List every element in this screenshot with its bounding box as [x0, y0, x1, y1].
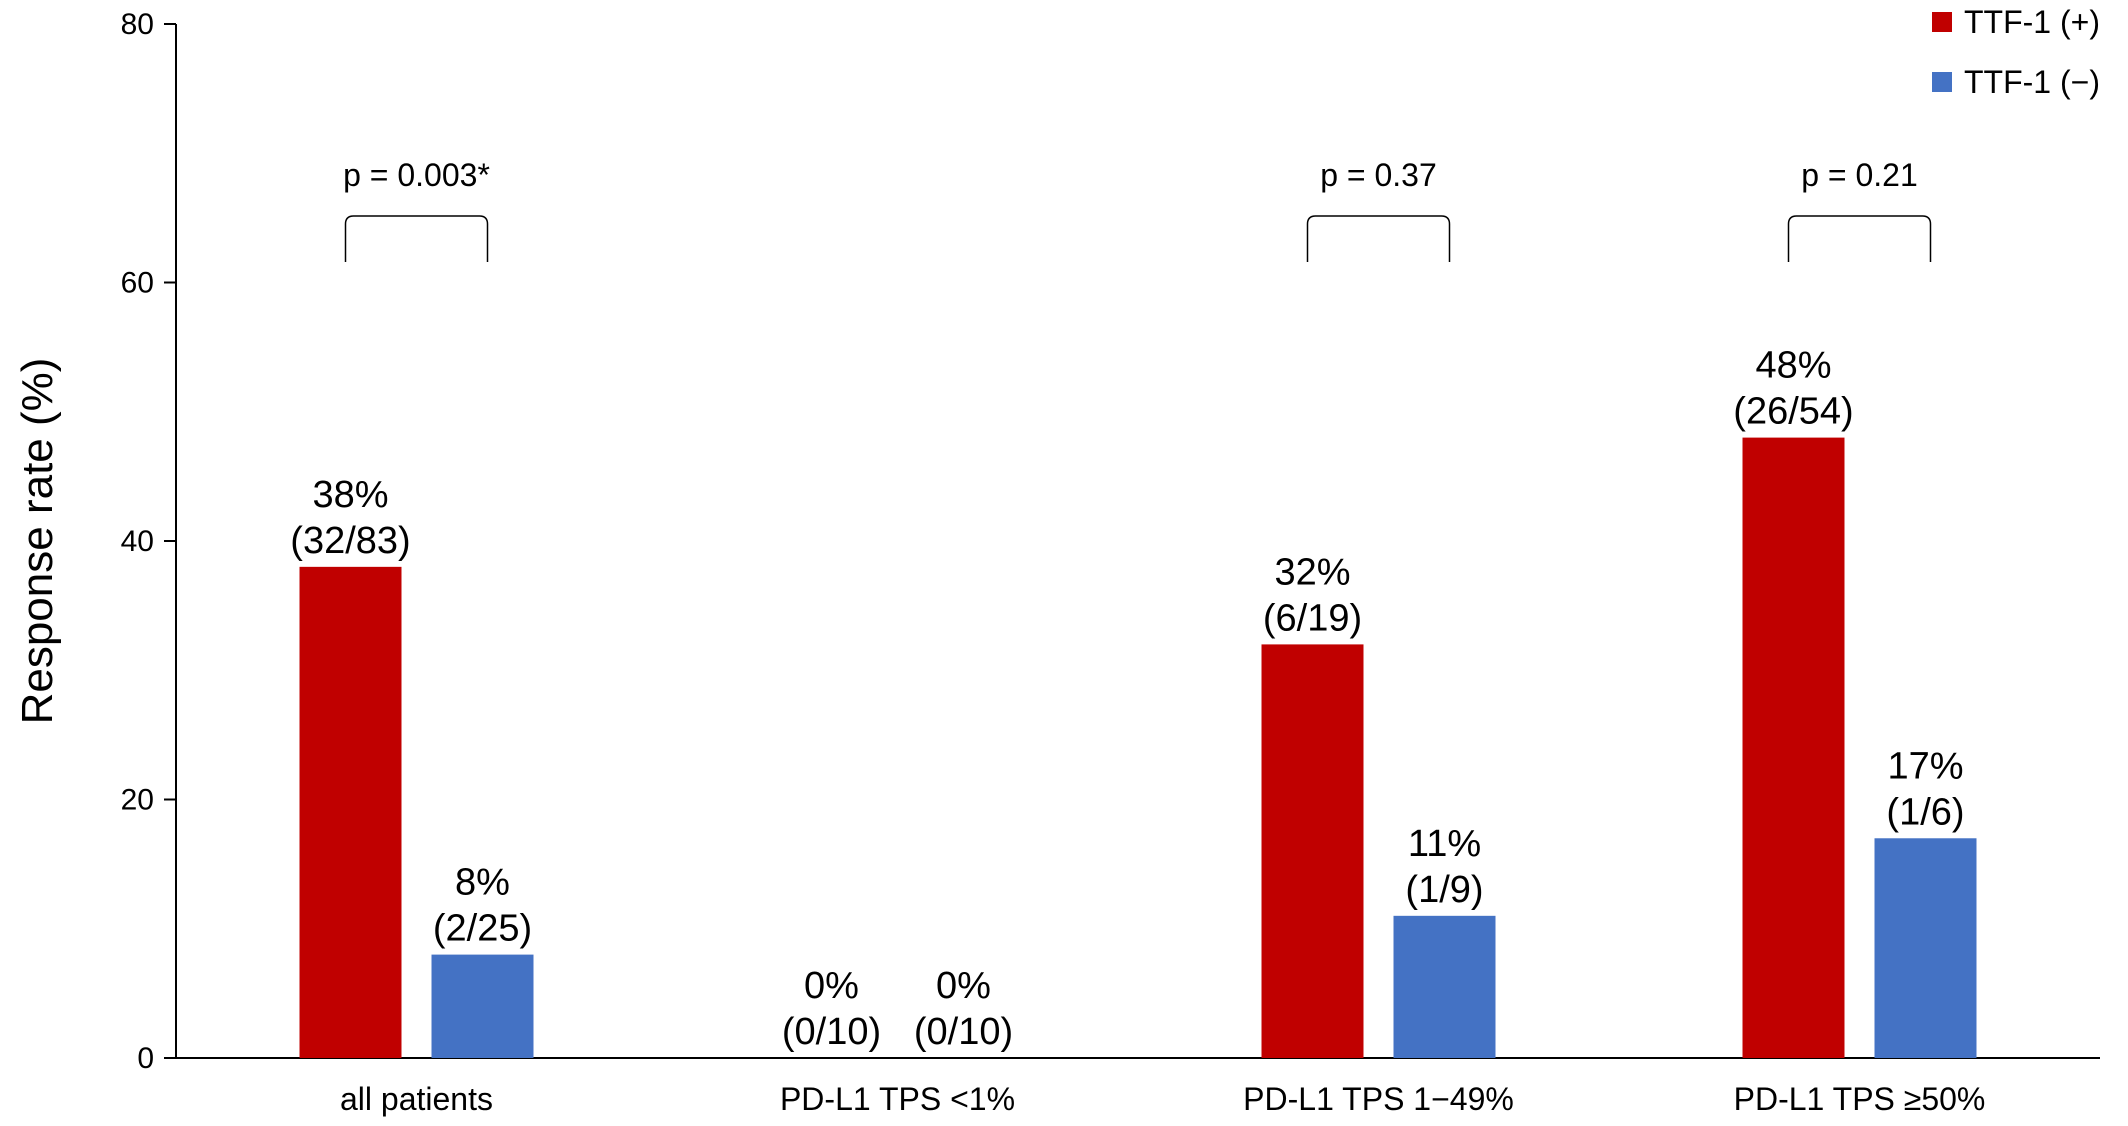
data-label-percent: 48%	[1755, 345, 1831, 387]
significance-bracket	[344, 215, 489, 262]
data-label-count: (2/25)	[433, 908, 532, 950]
significance-brackets: p = 0.003* p = 0.37 p = 0.21	[343, 157, 1932, 262]
category-labels: all patients PD-L1 TPS <1% PD-L1 TPS 1−49%…	[340, 1081, 1985, 1117]
data-label-percent: 0%	[936, 965, 991, 1007]
data-label-percent: 0%	[804, 965, 859, 1007]
bar	[1261, 644, 1364, 1058]
y-axis-title: Response rate (%)	[13, 358, 62, 725]
data-label-count: (0/10)	[914, 1011, 1013, 1053]
y-tick-label: 60	[121, 267, 154, 300]
data-label-count: (26/54)	[1733, 391, 1853, 433]
data-label-count: (0/10)	[782, 1011, 881, 1053]
y-axis-ticks: 0 20 40 60 80	[121, 8, 176, 1075]
category-label: all patients	[340, 1081, 493, 1117]
bar	[431, 954, 534, 1058]
bars	[299, 437, 1977, 1059]
bar	[1393, 915, 1496, 1058]
bar	[1874, 838, 1977, 1058]
data-label-percent: 11%	[1408, 823, 1481, 865]
y-tick-label: 0	[137, 1042, 154, 1075]
legend-swatch	[1932, 12, 1952, 32]
y-tick-label: 40	[121, 525, 154, 558]
data-label-count: (1/9)	[1405, 869, 1483, 911]
p-value-label: p = 0.37	[1320, 157, 1437, 193]
significance-bracket	[1787, 215, 1932, 262]
category-label: PD-L1 TPS ≥50%	[1734, 1081, 1986, 1117]
significance-bracket	[1306, 215, 1451, 262]
p-value-label: p = 0.21	[1801, 157, 1918, 193]
bar	[299, 566, 402, 1058]
legend-label: TTF-1 (+)	[1964, 4, 2100, 40]
data-label-count: (6/19)	[1263, 597, 1362, 639]
data-label-count: (1/6)	[1886, 791, 1964, 833]
bar	[1742, 437, 1845, 1059]
y-tick-label: 80	[121, 8, 154, 41]
y-tick-label: 20	[121, 784, 154, 817]
category-label: PD-L1 TPS 1−49%	[1243, 1081, 1514, 1117]
legend-label: TTF-1 (−)	[1964, 64, 2100, 100]
data-label-count: (32/83)	[290, 520, 410, 562]
data-label-percent: 8%	[455, 862, 510, 904]
data-label-percent: 38%	[312, 474, 388, 516]
legend-swatch	[1932, 72, 1952, 92]
legend: TTF-1 (+) TTF-1 (−)	[1932, 4, 2100, 100]
category-label: PD-L1 TPS <1%	[780, 1081, 1015, 1117]
data-label-percent: 17%	[1887, 745, 1963, 787]
data-labels: (32/83)38%(2/25)8%(0/10)0%(0/10)0%(6/19)…	[290, 345, 1964, 1053]
p-value-label: p = 0.003*	[343, 157, 490, 193]
data-label-percent: 32%	[1274, 551, 1350, 593]
